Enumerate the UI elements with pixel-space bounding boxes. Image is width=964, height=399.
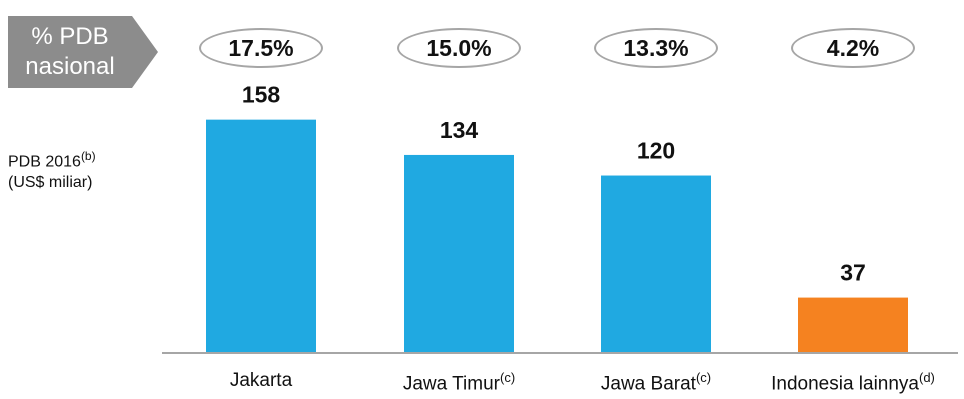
y-axis-label-line1: PDB 2016 bbox=[8, 153, 81, 171]
national-share-label-line1: % PDB bbox=[31, 23, 109, 50]
bar-indonesia-lainnya bbox=[798, 297, 908, 352]
bar-jakarta bbox=[206, 119, 316, 352]
y-axis-label: PDB 2016(b) (US$ miliar) bbox=[8, 146, 96, 193]
national-share-label: % PDB nasional bbox=[8, 16, 132, 88]
national-share-pill: 15.0% bbox=[397, 28, 521, 68]
national-share-pill: 17.5% bbox=[199, 28, 323, 68]
bar-value-label: 158 bbox=[242, 82, 281, 108]
bar-value-labels: 158 134 120 37 bbox=[242, 82, 866, 286]
bar-jawa-timur bbox=[404, 154, 514, 352]
bar-value-label: 37 bbox=[840, 260, 866, 286]
bar-value-label: 134 bbox=[440, 117, 479, 143]
national-share-pill: 4.2% bbox=[791, 28, 915, 68]
national-share-pill: 13.3% bbox=[594, 28, 718, 68]
bar-jawa-barat bbox=[601, 175, 711, 352]
category-label: Jawa Timur(c) bbox=[402, 370, 516, 395]
y-axis-label-line2: (US$ miliar) bbox=[8, 174, 93, 192]
y-axis-label-sup: (b) bbox=[80, 149, 96, 163]
bars-group bbox=[206, 119, 908, 352]
national-share-label-line2: nasional bbox=[25, 53, 115, 80]
national-share-label-shape bbox=[8, 16, 158, 88]
bar-value-label: 120 bbox=[637, 138, 675, 164]
category-label: Jakarta bbox=[229, 370, 293, 391]
category-label: Jawa Barat(c) bbox=[600, 370, 712, 395]
category-label: Indonesia lainnya(d) bbox=[771, 370, 935, 395]
